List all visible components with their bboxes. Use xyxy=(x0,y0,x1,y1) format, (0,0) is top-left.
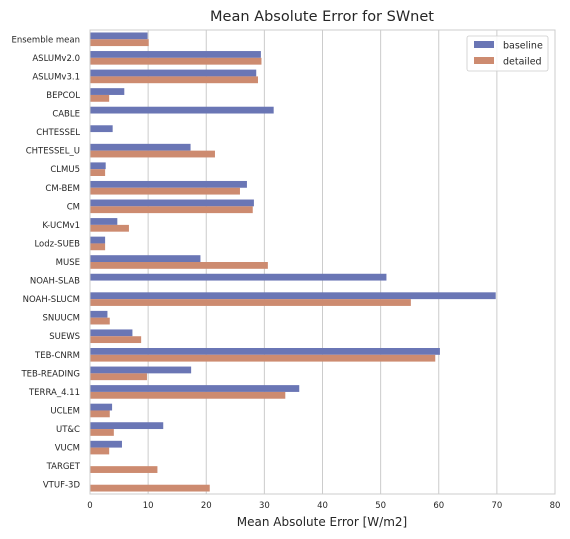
x-tick-label: 10 xyxy=(143,501,154,511)
bar-baseline xyxy=(90,255,200,262)
category-label: ASLUMv2.0 xyxy=(32,54,80,64)
legend: baseline detailed xyxy=(467,36,548,71)
category-label: K-UCMv1 xyxy=(42,221,80,231)
bar-detailed xyxy=(90,355,435,362)
bar-detailed xyxy=(90,39,149,46)
bar-baseline xyxy=(90,144,191,151)
x-tick-label: 0 xyxy=(87,501,92,511)
category-label: TERRA_4.11 xyxy=(28,388,80,398)
bar-baseline xyxy=(90,70,256,77)
category-label: TEB-READING xyxy=(20,369,80,379)
bars xyxy=(90,32,496,491)
bar-detailed xyxy=(90,206,253,213)
bar-detailed xyxy=(90,262,268,269)
bar-detailed xyxy=(90,243,105,250)
legend-swatch-detailed xyxy=(474,57,494,64)
category-label: BEPCOL xyxy=(46,91,80,101)
bar-baseline xyxy=(90,329,132,336)
category-label: NOAH-SLUCM xyxy=(23,295,80,305)
x-axis-label: Mean Absolute Error [W/m2] xyxy=(237,515,407,529)
x-tick-label: 70 xyxy=(491,501,502,511)
bar-baseline xyxy=(90,237,105,244)
category-label: TEB-CNRM xyxy=(34,351,80,361)
x-tick-label: 80 xyxy=(550,501,561,511)
category-label: VUCM xyxy=(55,444,80,454)
legend-swatch-baseline xyxy=(474,41,494,48)
x-tick-labels: 0 10 20 30 40 50 60 70 80 xyxy=(87,501,560,511)
category-label: MUSE xyxy=(56,258,80,268)
bar-detailed xyxy=(90,169,105,176)
bar-detailed xyxy=(90,392,285,399)
bar-baseline xyxy=(90,311,107,318)
bar-detailed xyxy=(90,95,109,102)
legend-label-baseline: baseline xyxy=(503,41,543,52)
bar-detailed xyxy=(90,76,258,83)
bar-detailed xyxy=(90,448,109,455)
x-tick-label: 60 xyxy=(433,501,444,511)
category-label: TARGET xyxy=(46,462,81,472)
bar-baseline xyxy=(90,218,117,225)
category-label: ASLUMv3.1 xyxy=(32,72,80,82)
x-tick-label: 20 xyxy=(201,501,212,511)
bar-baseline xyxy=(90,162,106,169)
bar-baseline xyxy=(90,422,163,429)
x-tick-label: 50 xyxy=(375,501,386,511)
category-label: UT&C xyxy=(56,425,80,435)
bar-baseline xyxy=(90,404,112,411)
bar-detailed xyxy=(90,58,261,65)
category-label: CLMU5 xyxy=(50,165,80,175)
category-label: Lodz-SUEB xyxy=(34,239,80,249)
bar-baseline xyxy=(90,348,440,355)
x-tick-label: 40 xyxy=(317,501,328,511)
category-label: CM-BEM xyxy=(45,184,80,194)
category-label: CHTESSEL_U xyxy=(26,147,80,157)
chart-title: Mean Absolute Error for SWnet xyxy=(210,9,434,25)
bar-detailed xyxy=(90,466,157,473)
bar-detailed xyxy=(90,318,110,325)
x-tick-label: 30 xyxy=(259,501,270,511)
bar-baseline xyxy=(90,51,261,58)
bar-detailed xyxy=(90,299,411,306)
bar-baseline xyxy=(90,200,254,207)
bar-baseline xyxy=(90,367,191,374)
bar-detailed xyxy=(90,410,110,417)
category-label: Ensemble mean xyxy=(12,35,81,45)
category-label: VTUF-3D xyxy=(43,481,81,491)
category-label: UCLEM xyxy=(50,406,80,416)
bar-baseline xyxy=(90,125,113,132)
bar-baseline xyxy=(90,292,496,299)
bar-detailed xyxy=(90,429,114,436)
bar-baseline xyxy=(90,32,148,39)
bar-detailed xyxy=(90,373,147,380)
category-label: SUEWS xyxy=(49,332,80,342)
bar-detailed xyxy=(90,151,215,158)
bar-detailed xyxy=(90,225,129,232)
category-labels: Ensemble mean ASLUMv2.0 ASLUMv3.1 BEPCOL CAB… xyxy=(12,35,81,490)
bar-baseline xyxy=(90,88,124,95)
bar-detailed xyxy=(90,188,240,195)
legend-label-detailed: detailed xyxy=(503,57,542,68)
bar-baseline xyxy=(90,181,247,188)
category-label: NOAH-SLAB xyxy=(30,277,80,287)
bar-baseline xyxy=(90,385,299,392)
category-label: CM xyxy=(67,202,80,212)
category-label: SNUUCM xyxy=(43,314,80,324)
bar-baseline xyxy=(90,107,274,114)
bar-detailed xyxy=(90,485,210,492)
category-label: CHTESSEL xyxy=(36,128,80,138)
bar-baseline xyxy=(90,274,386,281)
category-label: CABLE xyxy=(52,110,80,120)
bar-detailed xyxy=(90,336,141,343)
bar-baseline xyxy=(90,441,122,448)
